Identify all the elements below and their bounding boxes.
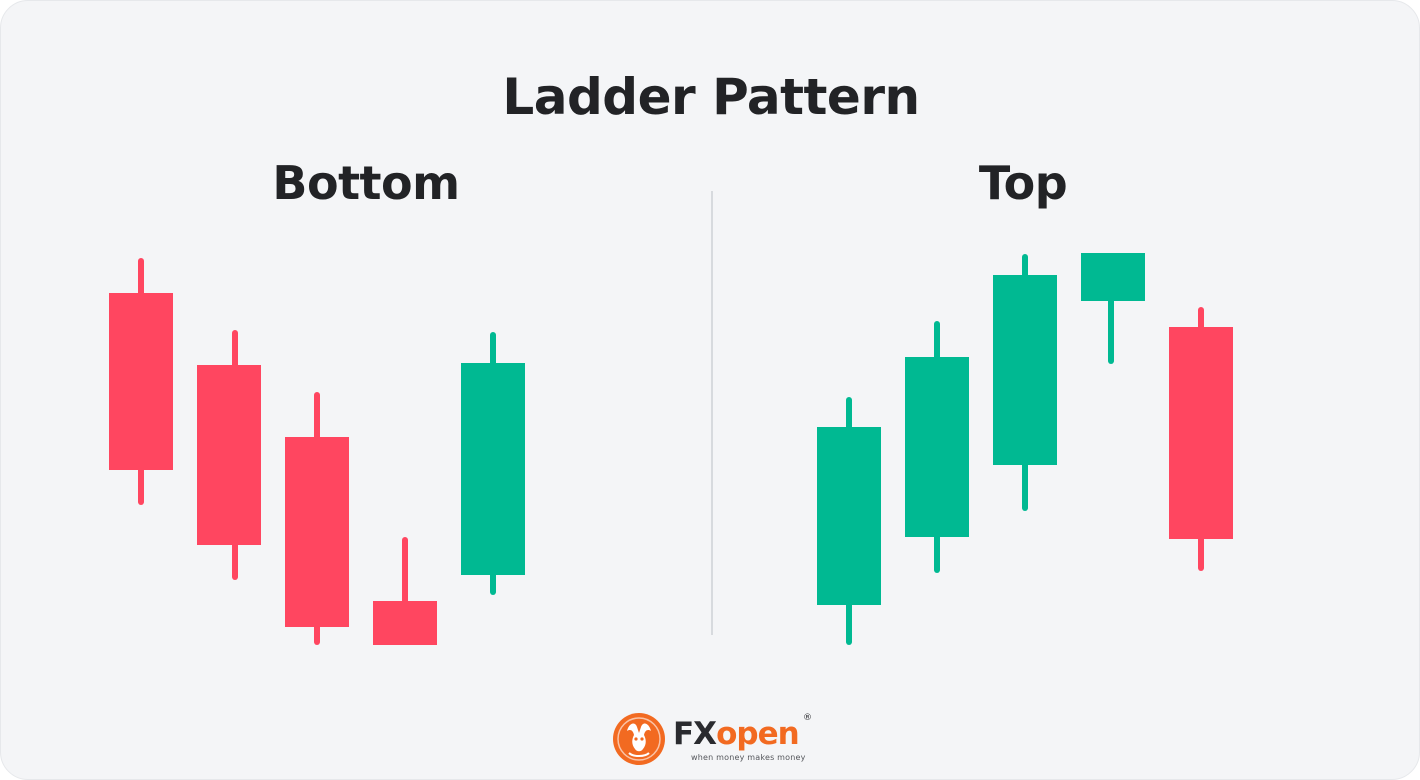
top-candle-5-body <box>1169 327 1233 539</box>
bottom-candle-5-body <box>461 363 525 575</box>
bottom-panel-label: Bottom <box>272 156 460 210</box>
top-candle-4-body <box>1081 253 1145 301</box>
registered-mark: ® <box>803 713 812 723</box>
bottom-candle-3-body <box>285 437 349 627</box>
bull-emblem-icon <box>613 713 665 765</box>
top-panel-label: Top <box>978 156 1068 210</box>
top-candle-1-body <box>817 427 881 605</box>
panel-divider <box>711 191 713 635</box>
brand-suffix: open <box>716 716 800 752</box>
brand-wordmark: FXopen <box>673 715 800 753</box>
brand-slogan: when money makes money <box>691 753 806 762</box>
fxopen-logo: FXopen ® when money makes money <box>611 711 821 771</box>
bottom-candle-4-body <box>373 601 437 645</box>
bottom-candle-2-body <box>197 365 261 545</box>
top-candle-2-body <box>905 357 969 537</box>
top-candle-3-body <box>993 275 1057 465</box>
page-title: Ladder Pattern <box>502 68 920 126</box>
bottom-candle-1-body <box>109 293 173 470</box>
brand-prefix: FX <box>673 716 717 752</box>
